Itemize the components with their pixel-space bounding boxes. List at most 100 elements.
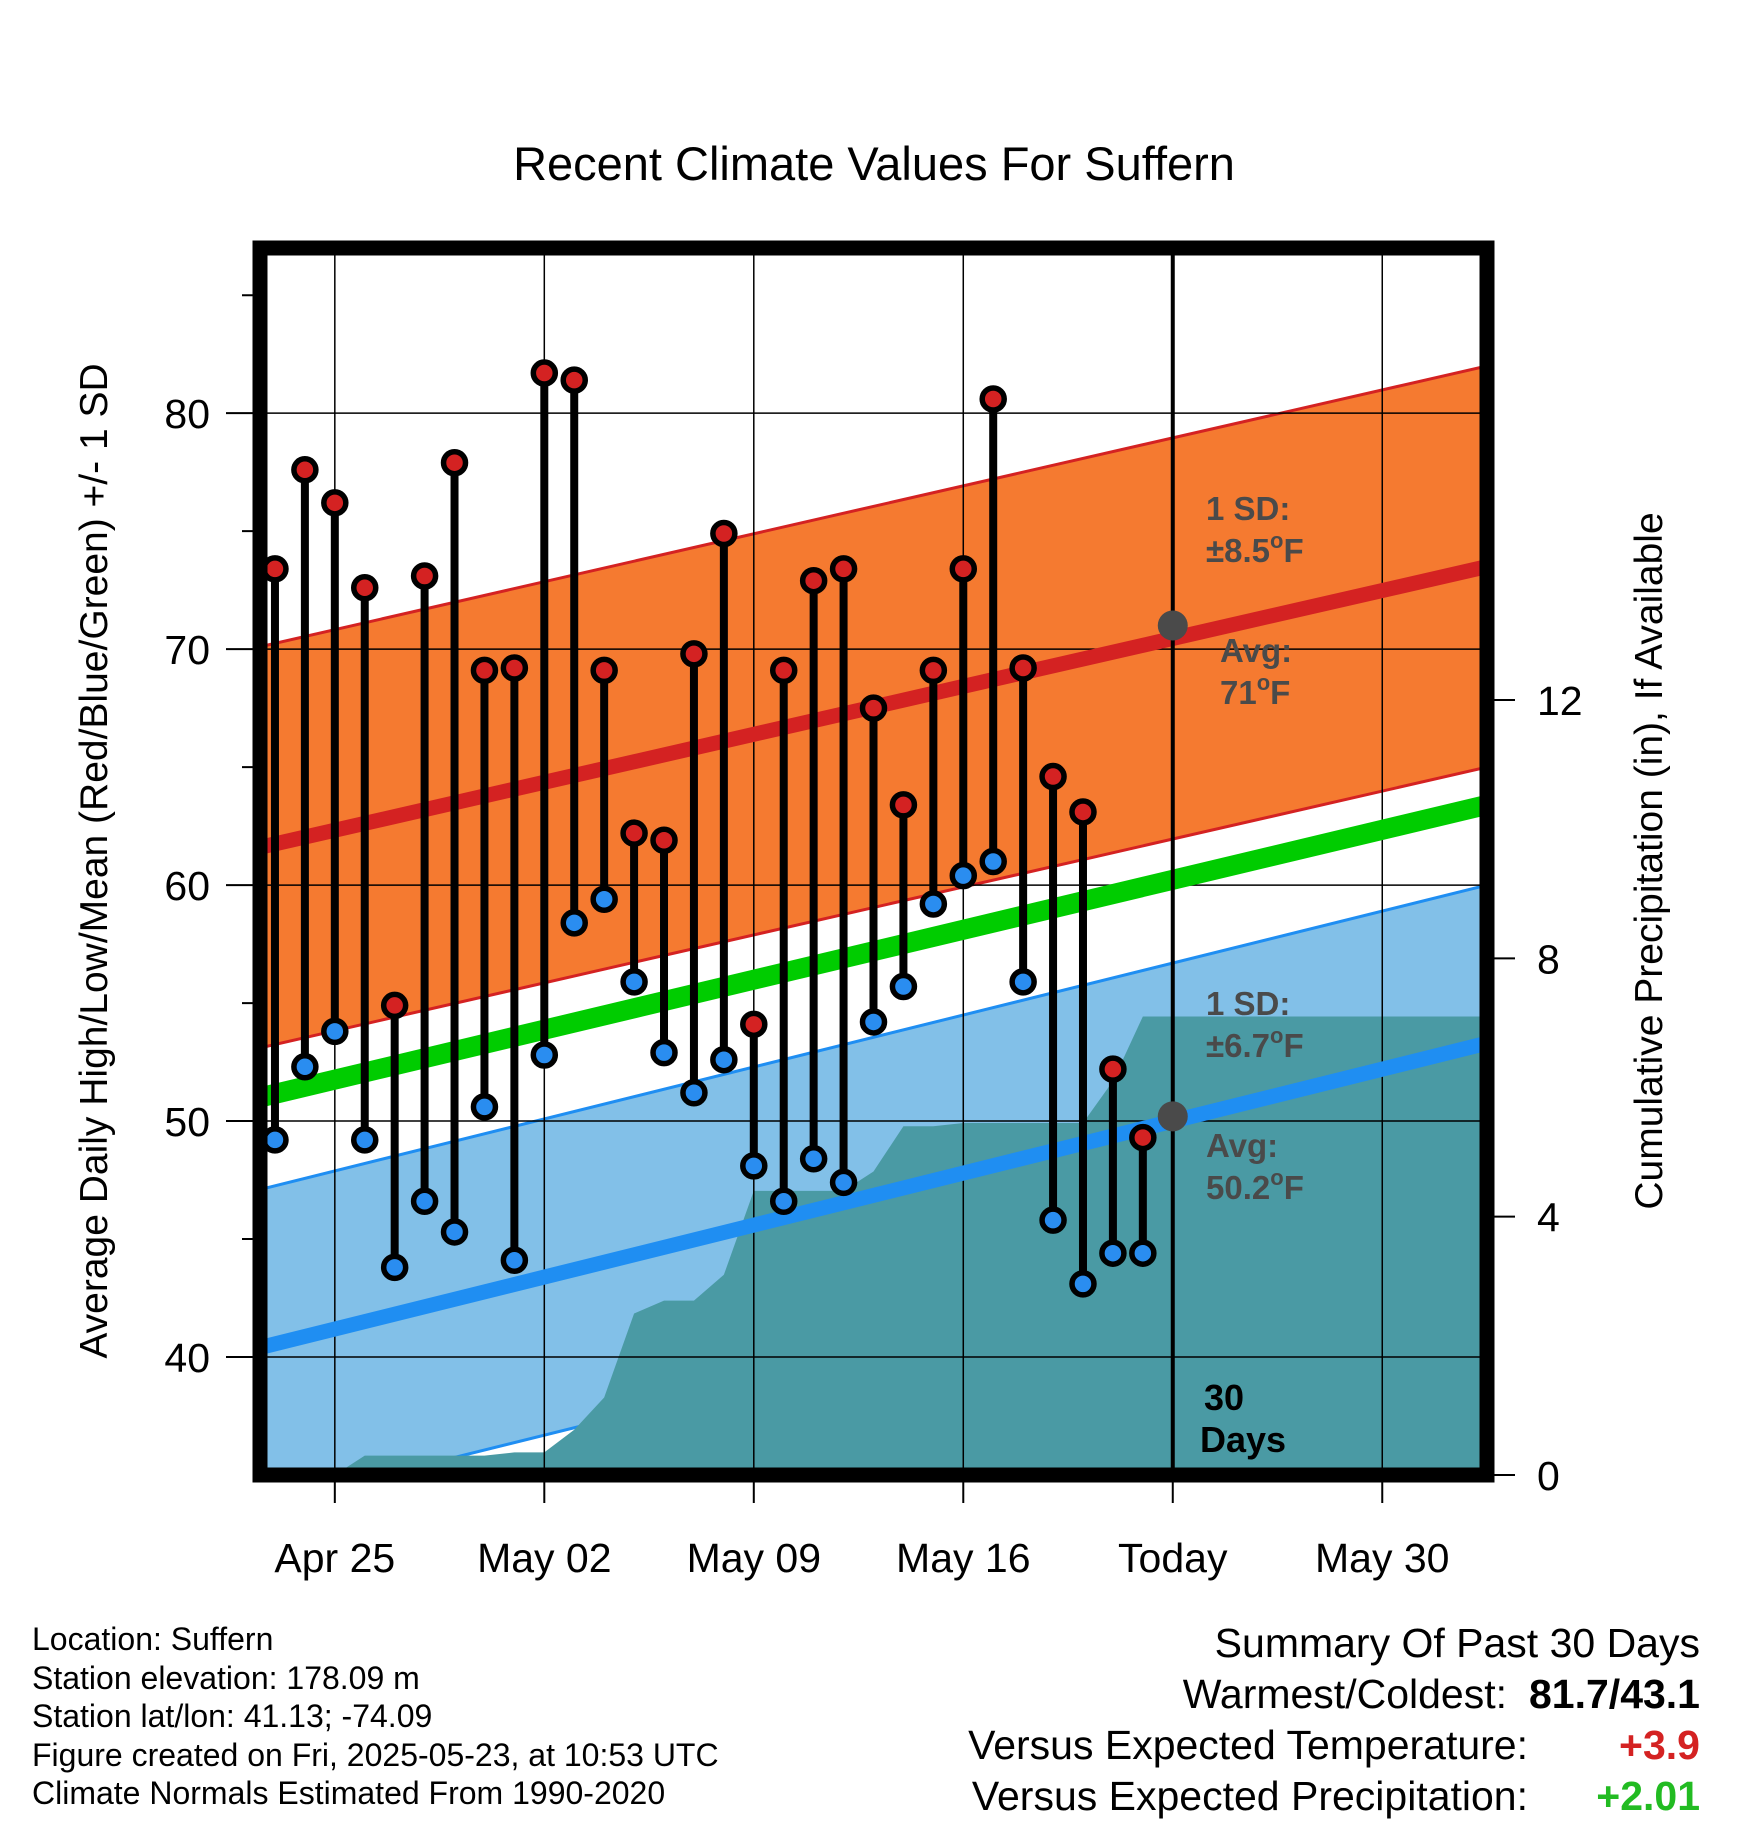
y2-tick-label: 0: [1537, 1453, 1560, 1499]
normals-text: Climate Normals Estimated From 1990-2020: [32, 1775, 666, 1811]
high-point: [620, 819, 648, 847]
high-avg-value: 71oF: [1220, 670, 1290, 711]
low-point: [291, 1053, 319, 1081]
high-sd-label: 1 SD:: [1206, 490, 1290, 527]
plot-frame: [252, 240, 1495, 1483]
warm-cold-value: 81.7/43.1: [1529, 1671, 1700, 1717]
high-point: [799, 566, 828, 595]
low-point: [1129, 1239, 1157, 1267]
high-sd-value: ±8.5oF: [1206, 528, 1304, 569]
x-tick-label: May 09: [687, 1535, 821, 1581]
y-tick-label: 70: [164, 627, 210, 673]
precip-value: +2.01: [1596, 1773, 1700, 1819]
high-point: [1099, 1055, 1127, 1083]
low-point: [769, 1187, 798, 1216]
x-axis-label: Day: [838, 1595, 911, 1600]
low-point: [829, 1168, 858, 1197]
elevation-text: Station elevation: 178.09 m: [32, 1659, 420, 1696]
y-axis-label: Average Daily High/Low/Mean (Red/Blue/Gr…: [73, 363, 116, 1358]
created-text: Figure created on Fri, 2025-05-23, at 10…: [32, 1736, 719, 1773]
warm-cold-row: Warmest/Coldest: 81.7/43.1: [968, 1669, 1700, 1720]
low-point: [590, 885, 618, 914]
low-point: [650, 1038, 678, 1067]
low-point: [470, 1093, 499, 1121]
low-point: [799, 1145, 828, 1173]
latlon-text: Station lat/lon: 41.13; -74.09: [32, 1698, 433, 1734]
low-point: [1069, 1270, 1097, 1298]
y-tick-label: 80: [164, 391, 210, 437]
y2-axis-label: Cumulative Precipitation (in), If Availa…: [1628, 512, 1671, 1209]
chart-title: Recent Climate Values For Suffern: [513, 137, 1235, 190]
high-point: [1039, 762, 1067, 791]
low-normal-line: [260, 1035, 1487, 1355]
high-point: [410, 562, 439, 590]
low-point: [680, 1078, 708, 1107]
high-point: [291, 456, 319, 484]
high-point: [680, 640, 708, 668]
high-point: [769, 656, 798, 685]
high-point: [440, 448, 469, 477]
high-point: [1069, 798, 1097, 826]
high-point: [859, 694, 888, 722]
low-avg-label: Avg:: [1206, 1127, 1278, 1164]
temp-row: Versus Expected Temperature: +3.9: [968, 1720, 1700, 1771]
high-point: [470, 656, 499, 685]
low-point: [560, 909, 588, 937]
location-text: Location: Suffern: [32, 1621, 274, 1657]
temp-value: +3.9: [1619, 1722, 1700, 1768]
low-sd-band-upper-edge: [260, 883, 1487, 1191]
high-point: [919, 656, 948, 685]
low-avg-value: 50.2oF: [1206, 1165, 1304, 1206]
y2-tick-label: 12: [1537, 678, 1583, 724]
warm-cold-label: Warmest/Coldest:: [1182, 1671, 1507, 1717]
low-sd-label: 1 SD:: [1206, 985, 1290, 1022]
low-point: [740, 1152, 768, 1180]
precip-area: [260, 1016, 1487, 1475]
today-label-count: 30: [1204, 1377, 1244, 1418]
high-point: [889, 791, 918, 819]
low-point: [1009, 968, 1037, 996]
high-point: [1129, 1123, 1157, 1152]
low-point: [919, 890, 948, 918]
high-point: [500, 654, 529, 682]
high-point: [979, 385, 1007, 413]
summary-heading: Summary Of Past 30 Days: [1214, 1620, 1700, 1666]
high-point: [560, 366, 588, 394]
x-tick-label: Apr 25: [274, 1535, 395, 1581]
low-point: [380, 1253, 409, 1282]
low-point: [350, 1126, 379, 1154]
low-point: [321, 1017, 349, 1046]
x-tick-label: Today: [1118, 1535, 1228, 1581]
low-point: [889, 972, 918, 1001]
x-tick-label: May 16: [896, 1535, 1030, 1581]
high-point: [949, 555, 978, 583]
high-point: [321, 489, 349, 517]
y2-tick-label: 4: [1537, 1195, 1560, 1241]
low-point: [440, 1218, 469, 1246]
x-tick-label: May 30: [1315, 1535, 1449, 1581]
low-point: [859, 1008, 888, 1036]
low-point: [500, 1246, 529, 1275]
summary-panel: Summary Of Past 30 Days Warmest/Coldest:…: [968, 1618, 1700, 1822]
low-point: [530, 1041, 559, 1069]
high-point: [1009, 654, 1037, 682]
high-point: [650, 826, 678, 855]
high-point: [590, 656, 618, 685]
y-tick-label: 40: [164, 1335, 210, 1381]
high-point: [530, 359, 559, 387]
low-avg-marker: [1157, 1101, 1188, 1132]
climate-chart: Recent Climate Values For Suffern 1 SD:±…: [73, 137, 1671, 1600]
high-point: [350, 574, 379, 602]
high-point: [740, 1010, 768, 1039]
precip-row: Versus Expected Precipitation: +2.01: [968, 1771, 1700, 1822]
precip-label: Versus Expected Precipitation:: [971, 1773, 1528, 1819]
y-tick-label: 60: [164, 863, 210, 909]
station-info: Location: Suffern Station elevation: 178…: [32, 1620, 719, 1813]
today-label-days: Days: [1200, 1419, 1286, 1460]
x-tick-label: May 02: [477, 1535, 611, 1581]
low-point: [1039, 1206, 1067, 1234]
high-point: [710, 519, 738, 548]
y-tick-label: 50: [164, 1099, 210, 1145]
low-point: [620, 968, 648, 996]
high-avg-label: Avg:: [1220, 632, 1292, 669]
